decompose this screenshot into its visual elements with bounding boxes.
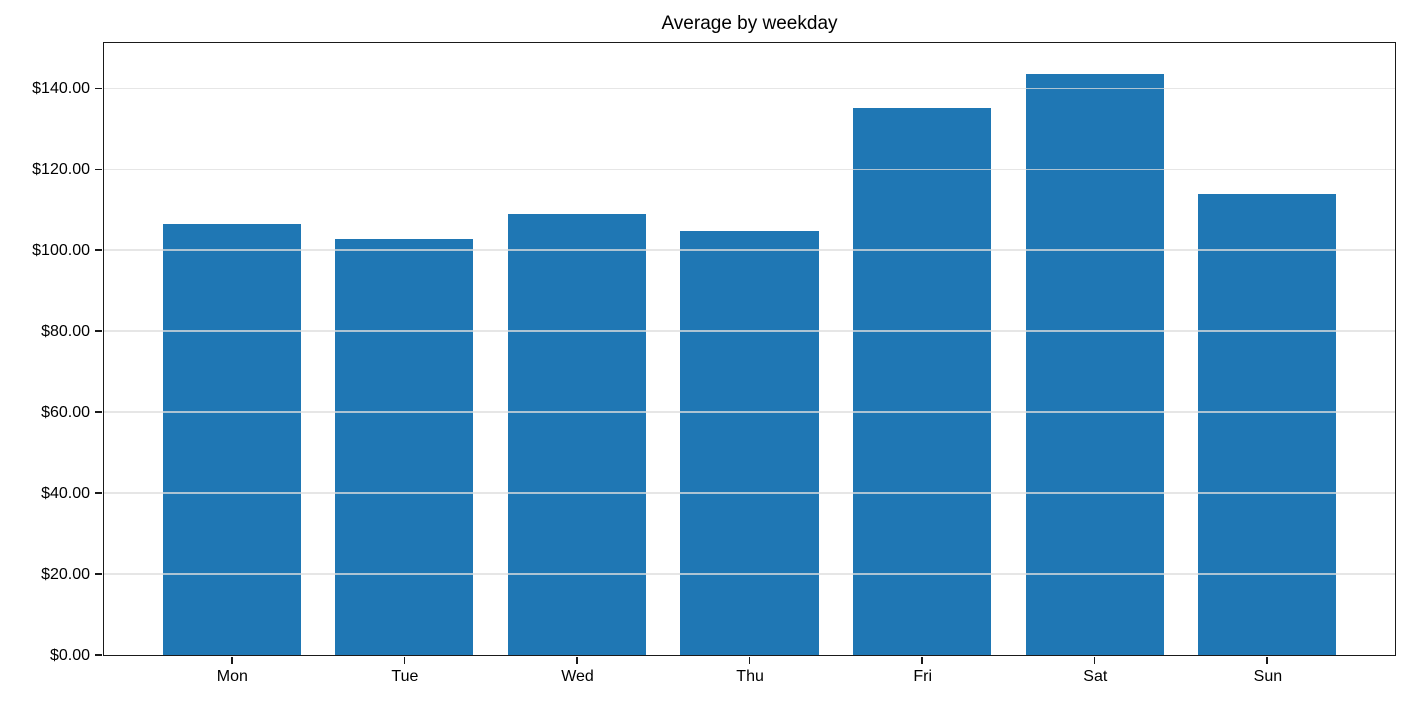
bar-sun — [1198, 194, 1337, 655]
x-tick-label-fri: Fri — [913, 668, 933, 685]
gridline-120 — [104, 168, 1395, 171]
x-tick-mark-sun — [1266, 656, 1269, 664]
x-tick-mark-tue — [403, 656, 406, 664]
x-tick-mark-mon — [230, 656, 233, 664]
y-tick-label-0: $0.00 — [49, 646, 90, 664]
y-tick-mark-120 — [95, 168, 103, 171]
bar-tue — [335, 238, 474, 655]
y-tick-mark-140 — [95, 87, 103, 90]
chart-title: Average by weekday — [661, 13, 838, 34]
x-tick-mark-wed — [576, 656, 578, 664]
y-tick-label-100: $100.00 — [32, 241, 90, 259]
gridline-60 — [104, 411, 1395, 413]
bar-sat — [1025, 74, 1164, 655]
x-tick-label-mon: Mon — [216, 668, 248, 685]
y-tick-label-120: $120.00 — [32, 160, 90, 178]
y-tick-mark-40 — [95, 492, 103, 494]
y-tick-label-20: $20.00 — [41, 565, 90, 583]
y-tick-label-60: $60.00 — [41, 403, 90, 421]
bar-fri — [853, 107, 992, 655]
bar-thu — [680, 230, 819, 655]
y-tick-mark-80 — [95, 330, 103, 332]
bars-layer — [104, 43, 1395, 655]
x-tick-mark-fri — [921, 656, 923, 664]
x-tick-label-sun: Sun — [1253, 668, 1283, 685]
plot-area — [95, 42, 1396, 664]
x-tick-label-sat: Sat — [1083, 668, 1108, 685]
x-tick-mark-thu — [748, 656, 751, 664]
x-tick-label-thu: Thu — [736, 668, 764, 685]
bar-mon — [162, 223, 301, 655]
y-tick-label-40: $40.00 — [41, 484, 90, 502]
y-tick-mark-60 — [95, 411, 103, 413]
ticks-layer — [95, 43, 1395, 664]
gridline-80 — [104, 330, 1395, 332]
x-tick-label-tue: Tue — [391, 668, 419, 685]
x-tick-label-wed: Wed — [561, 668, 594, 685]
y-tick-mark-20 — [95, 573, 103, 575]
bar-wed — [507, 213, 646, 655]
x-tick-mark-sat — [1093, 656, 1096, 664]
gridline-20 — [104, 573, 1395, 575]
y-tick-mark-0 — [95, 654, 103, 656]
y-tick-mark-100 — [95, 249, 103, 252]
y-tick-label-80: $80.00 — [41, 322, 90, 340]
gridlines-layer — [104, 43, 1395, 655]
gridline-100 — [104, 249, 1395, 252]
gridline-40 — [104, 492, 1395, 494]
gridline-140 — [104, 87, 1395, 90]
y-tick-label-140: $140.00 — [32, 79, 90, 97]
